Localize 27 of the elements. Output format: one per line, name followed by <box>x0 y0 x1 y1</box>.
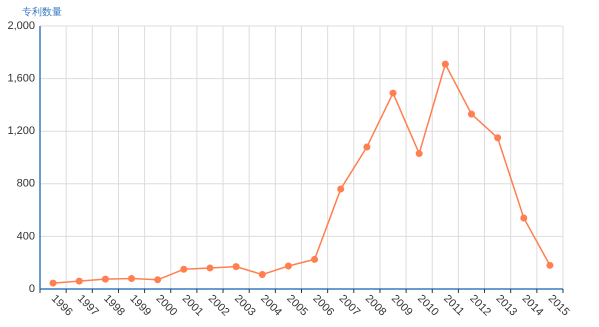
y-tick-label: 2,000 <box>7 20 35 32</box>
point <box>390 90 397 97</box>
y-axis-title: 专利数量 <box>22 6 62 18</box>
point <box>363 143 370 150</box>
point <box>284 262 292 270</box>
point <box>232 263 240 270</box>
point <box>337 186 344 193</box>
point <box>128 274 136 282</box>
point <box>546 262 554 269</box>
point <box>154 276 162 284</box>
point <box>206 264 214 272</box>
point <box>468 110 475 118</box>
y-tick-label: 400 <box>16 230 35 242</box>
y-tick-label: 800 <box>16 178 35 190</box>
point <box>520 214 528 222</box>
y-tick-label: 0 <box>28 282 35 295</box>
point <box>102 276 109 283</box>
point <box>258 271 266 278</box>
point <box>442 60 449 68</box>
point <box>76 278 83 285</box>
point <box>311 256 318 263</box>
point <box>50 280 57 287</box>
point <box>180 266 188 273</box>
y-tick-label: 1,600 <box>7 72 35 85</box>
point <box>494 134 502 142</box>
y-tick-label: 1,200 <box>7 125 35 138</box>
point <box>416 150 423 158</box>
